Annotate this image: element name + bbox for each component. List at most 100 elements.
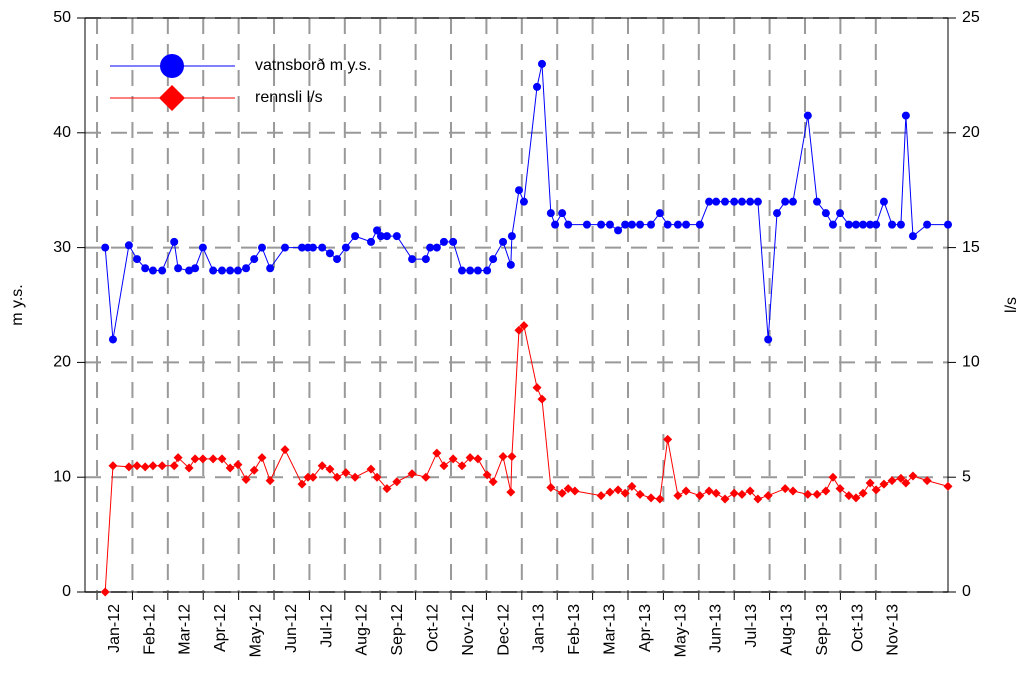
data-point xyxy=(483,266,492,275)
data-point xyxy=(597,220,606,229)
data-point xyxy=(392,477,402,487)
data-point xyxy=(901,111,910,120)
data-point xyxy=(720,494,730,504)
data-point xyxy=(844,220,853,229)
data-point xyxy=(382,232,391,241)
data-point xyxy=(489,255,498,264)
data-point xyxy=(297,479,307,489)
data-point xyxy=(828,472,838,482)
data-point xyxy=(704,486,714,496)
x-tick-label: Jul-13 xyxy=(743,604,760,648)
data-point xyxy=(737,489,747,499)
data-point xyxy=(896,220,905,229)
data-point xyxy=(265,476,275,486)
plot-frame xyxy=(84,17,949,593)
data-point xyxy=(191,264,200,273)
data-point xyxy=(466,266,475,275)
data-point xyxy=(257,453,267,463)
data-point xyxy=(613,485,623,495)
data-point xyxy=(605,487,615,497)
data-point xyxy=(350,472,360,482)
x-tick-label: Oct-13 xyxy=(849,604,866,652)
data-point xyxy=(705,197,714,206)
data-point xyxy=(242,264,251,273)
data-point xyxy=(896,473,906,483)
data-point xyxy=(546,209,555,218)
data-point xyxy=(901,478,911,488)
data-point xyxy=(764,335,773,344)
data-point xyxy=(746,197,755,206)
data-point xyxy=(570,486,580,496)
data-point xyxy=(392,232,401,241)
data-point xyxy=(297,243,306,252)
data-point xyxy=(250,255,259,264)
data-point xyxy=(465,453,475,463)
data-point xyxy=(879,479,889,489)
data-point xyxy=(636,220,645,229)
data-point xyxy=(506,487,516,497)
data-point xyxy=(711,488,721,498)
data-point xyxy=(788,486,798,496)
data-point xyxy=(372,472,382,482)
data-point xyxy=(473,266,482,275)
data-point xyxy=(923,220,932,229)
data-point xyxy=(859,220,868,229)
data-point xyxy=(449,237,458,246)
data-point xyxy=(257,243,266,252)
x-tick-label: Sep-13 xyxy=(814,604,831,656)
data-point xyxy=(426,243,435,252)
data-point xyxy=(922,476,932,486)
x-tick-label: Jun-12 xyxy=(283,604,300,653)
data-point xyxy=(266,264,275,273)
data-point xyxy=(551,220,560,229)
data-point xyxy=(871,485,881,495)
x-tick-label: May-12 xyxy=(248,604,265,657)
data-point xyxy=(646,493,656,503)
data-point xyxy=(217,454,227,464)
legend-marker xyxy=(159,85,185,111)
data-point xyxy=(506,260,515,269)
data-point xyxy=(132,461,142,471)
data-point xyxy=(373,226,382,235)
x-tick-label: Feb-13 xyxy=(566,604,583,655)
data-point xyxy=(507,452,517,462)
data-point xyxy=(943,481,953,491)
y2-tick-label: 10 xyxy=(962,354,980,371)
data-point xyxy=(888,220,897,229)
data-point xyxy=(507,232,516,241)
data-point xyxy=(546,483,556,493)
data-point xyxy=(788,197,797,206)
data-point xyxy=(745,486,755,496)
data-point xyxy=(473,454,483,464)
data-point xyxy=(627,481,637,491)
data-point xyxy=(421,472,431,482)
data-point xyxy=(439,237,448,246)
x-tick-label: Dec-12 xyxy=(495,604,512,656)
x-tick-label: Apr-12 xyxy=(212,604,229,652)
y2-tick-label: 25 xyxy=(962,9,980,26)
data-point xyxy=(185,266,194,275)
data-point xyxy=(174,264,183,273)
data-point xyxy=(519,321,529,331)
x-tick-label: Nov-12 xyxy=(460,604,477,656)
data-point xyxy=(663,220,672,229)
data-point xyxy=(803,489,813,499)
data-point xyxy=(872,220,881,229)
data-point xyxy=(695,220,704,229)
data-point xyxy=(908,232,917,241)
data-point xyxy=(108,461,118,471)
data-point xyxy=(325,464,335,474)
data-point xyxy=(439,461,449,471)
data-point xyxy=(408,255,417,264)
data-point xyxy=(655,209,664,218)
data-point xyxy=(157,461,167,471)
data-point xyxy=(730,197,739,206)
data-point xyxy=(108,335,117,344)
data-point xyxy=(763,491,773,501)
data-point xyxy=(851,493,861,503)
x-tick-label: Oct-12 xyxy=(425,604,442,652)
y-tick-label: 30 xyxy=(53,239,71,256)
data-point xyxy=(448,454,458,464)
data-point xyxy=(655,494,665,504)
data-point xyxy=(720,197,729,206)
